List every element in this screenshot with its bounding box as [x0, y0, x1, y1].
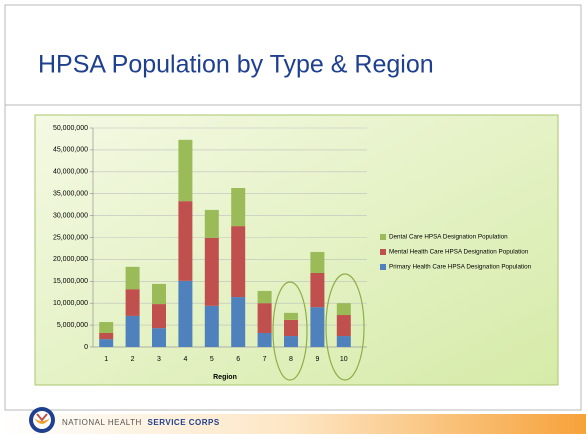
y-tick-label: 35,000,000	[53, 191, 88, 198]
bar-segment	[99, 332, 114, 340]
bar-segment	[125, 315, 140, 347]
x-tick-label: 10	[340, 356, 348, 363]
x-tick-label: 8	[289, 356, 293, 363]
bar-segment	[257, 332, 272, 347]
legend-label: Dental Care HPSA Designation Population	[389, 234, 508, 241]
bar-segment	[336, 315, 351, 337]
footer-bar	[0, 414, 586, 434]
legend-swatch	[380, 234, 386, 240]
bar-segment	[231, 297, 246, 347]
y-tick-label: 0	[84, 344, 88, 351]
y-tick-label: 15,000,000	[53, 278, 88, 285]
bar-segment	[284, 336, 298, 347]
x-tick-label: 1	[104, 356, 108, 363]
logo	[29, 407, 55, 433]
y-tick-label: 5,000,000	[57, 322, 88, 329]
x-tick-label: 3	[157, 356, 161, 363]
bar-segment	[125, 289, 140, 316]
bar-segment	[310, 251, 325, 273]
bar-segment	[99, 322, 114, 333]
bar-segment	[257, 303, 272, 333]
bar-segment	[204, 209, 219, 238]
slide-title: HPSA Population by Type & Region	[38, 51, 434, 79]
y-tick-label: 20,000,000	[53, 256, 88, 263]
legend-label: Primary Health Care HPSA Designation Pop…	[389, 264, 532, 271]
x-tick-label: 2	[131, 356, 135, 363]
bar-segment	[284, 319, 298, 337]
bar-segment	[178, 201, 193, 281]
bar-segment	[178, 280, 193, 347]
bar-segment	[257, 290, 272, 304]
x-tick-label: 5	[210, 356, 214, 363]
bar-segment	[310, 272, 325, 308]
y-tick-label: 30,000,000	[53, 212, 88, 219]
bar-segment	[125, 266, 140, 290]
footer-regular: NATIONAL HEALTH	[62, 418, 142, 427]
x-axis-label: Region	[213, 374, 237, 381]
bar-segment	[152, 328, 166, 347]
footer-text: NATIONAL HEALTH SERVICE CORPS	[62, 418, 220, 427]
y-tick-label: 25,000,000	[53, 234, 88, 241]
x-tick-label: 6	[236, 356, 240, 363]
bar-segment	[310, 307, 325, 347]
highlight-ellipse	[325, 273, 365, 381]
y-tick-label: 10,000,000	[53, 300, 88, 307]
bar-segment	[152, 304, 166, 329]
x-tick-label: 4	[183, 356, 187, 363]
y-tick-label: 45,000,000	[53, 147, 88, 154]
footer-bold: SERVICE CORPS	[148, 418, 220, 427]
legend-swatch	[380, 264, 386, 270]
legend-swatch	[380, 249, 386, 255]
bar-segment	[231, 226, 246, 298]
highlight-ellipse	[272, 281, 308, 381]
bar-segment	[284, 312, 298, 320]
x-tick-label: 7	[263, 356, 267, 363]
bar-segment	[178, 139, 193, 202]
plot: 0 5,000,000 10,000,000 15,000,000 20,000,000…	[53, 125, 532, 381]
bar-segment	[336, 336, 351, 347]
y-tick-label: 50,000,000	[53, 125, 88, 132]
bar-segment	[204, 305, 219, 347]
bar-segment	[336, 303, 351, 316]
bar-segment	[152, 283, 166, 305]
bar-segment	[231, 188, 246, 227]
bar-segment	[99, 339, 114, 347]
bar-segment	[204, 237, 219, 306]
legend-label: Mental Health Care HPSA Designation Popu…	[389, 249, 529, 256]
x-tick-label: 9	[315, 356, 319, 363]
y-tick-label: 40,000,000	[53, 169, 88, 176]
